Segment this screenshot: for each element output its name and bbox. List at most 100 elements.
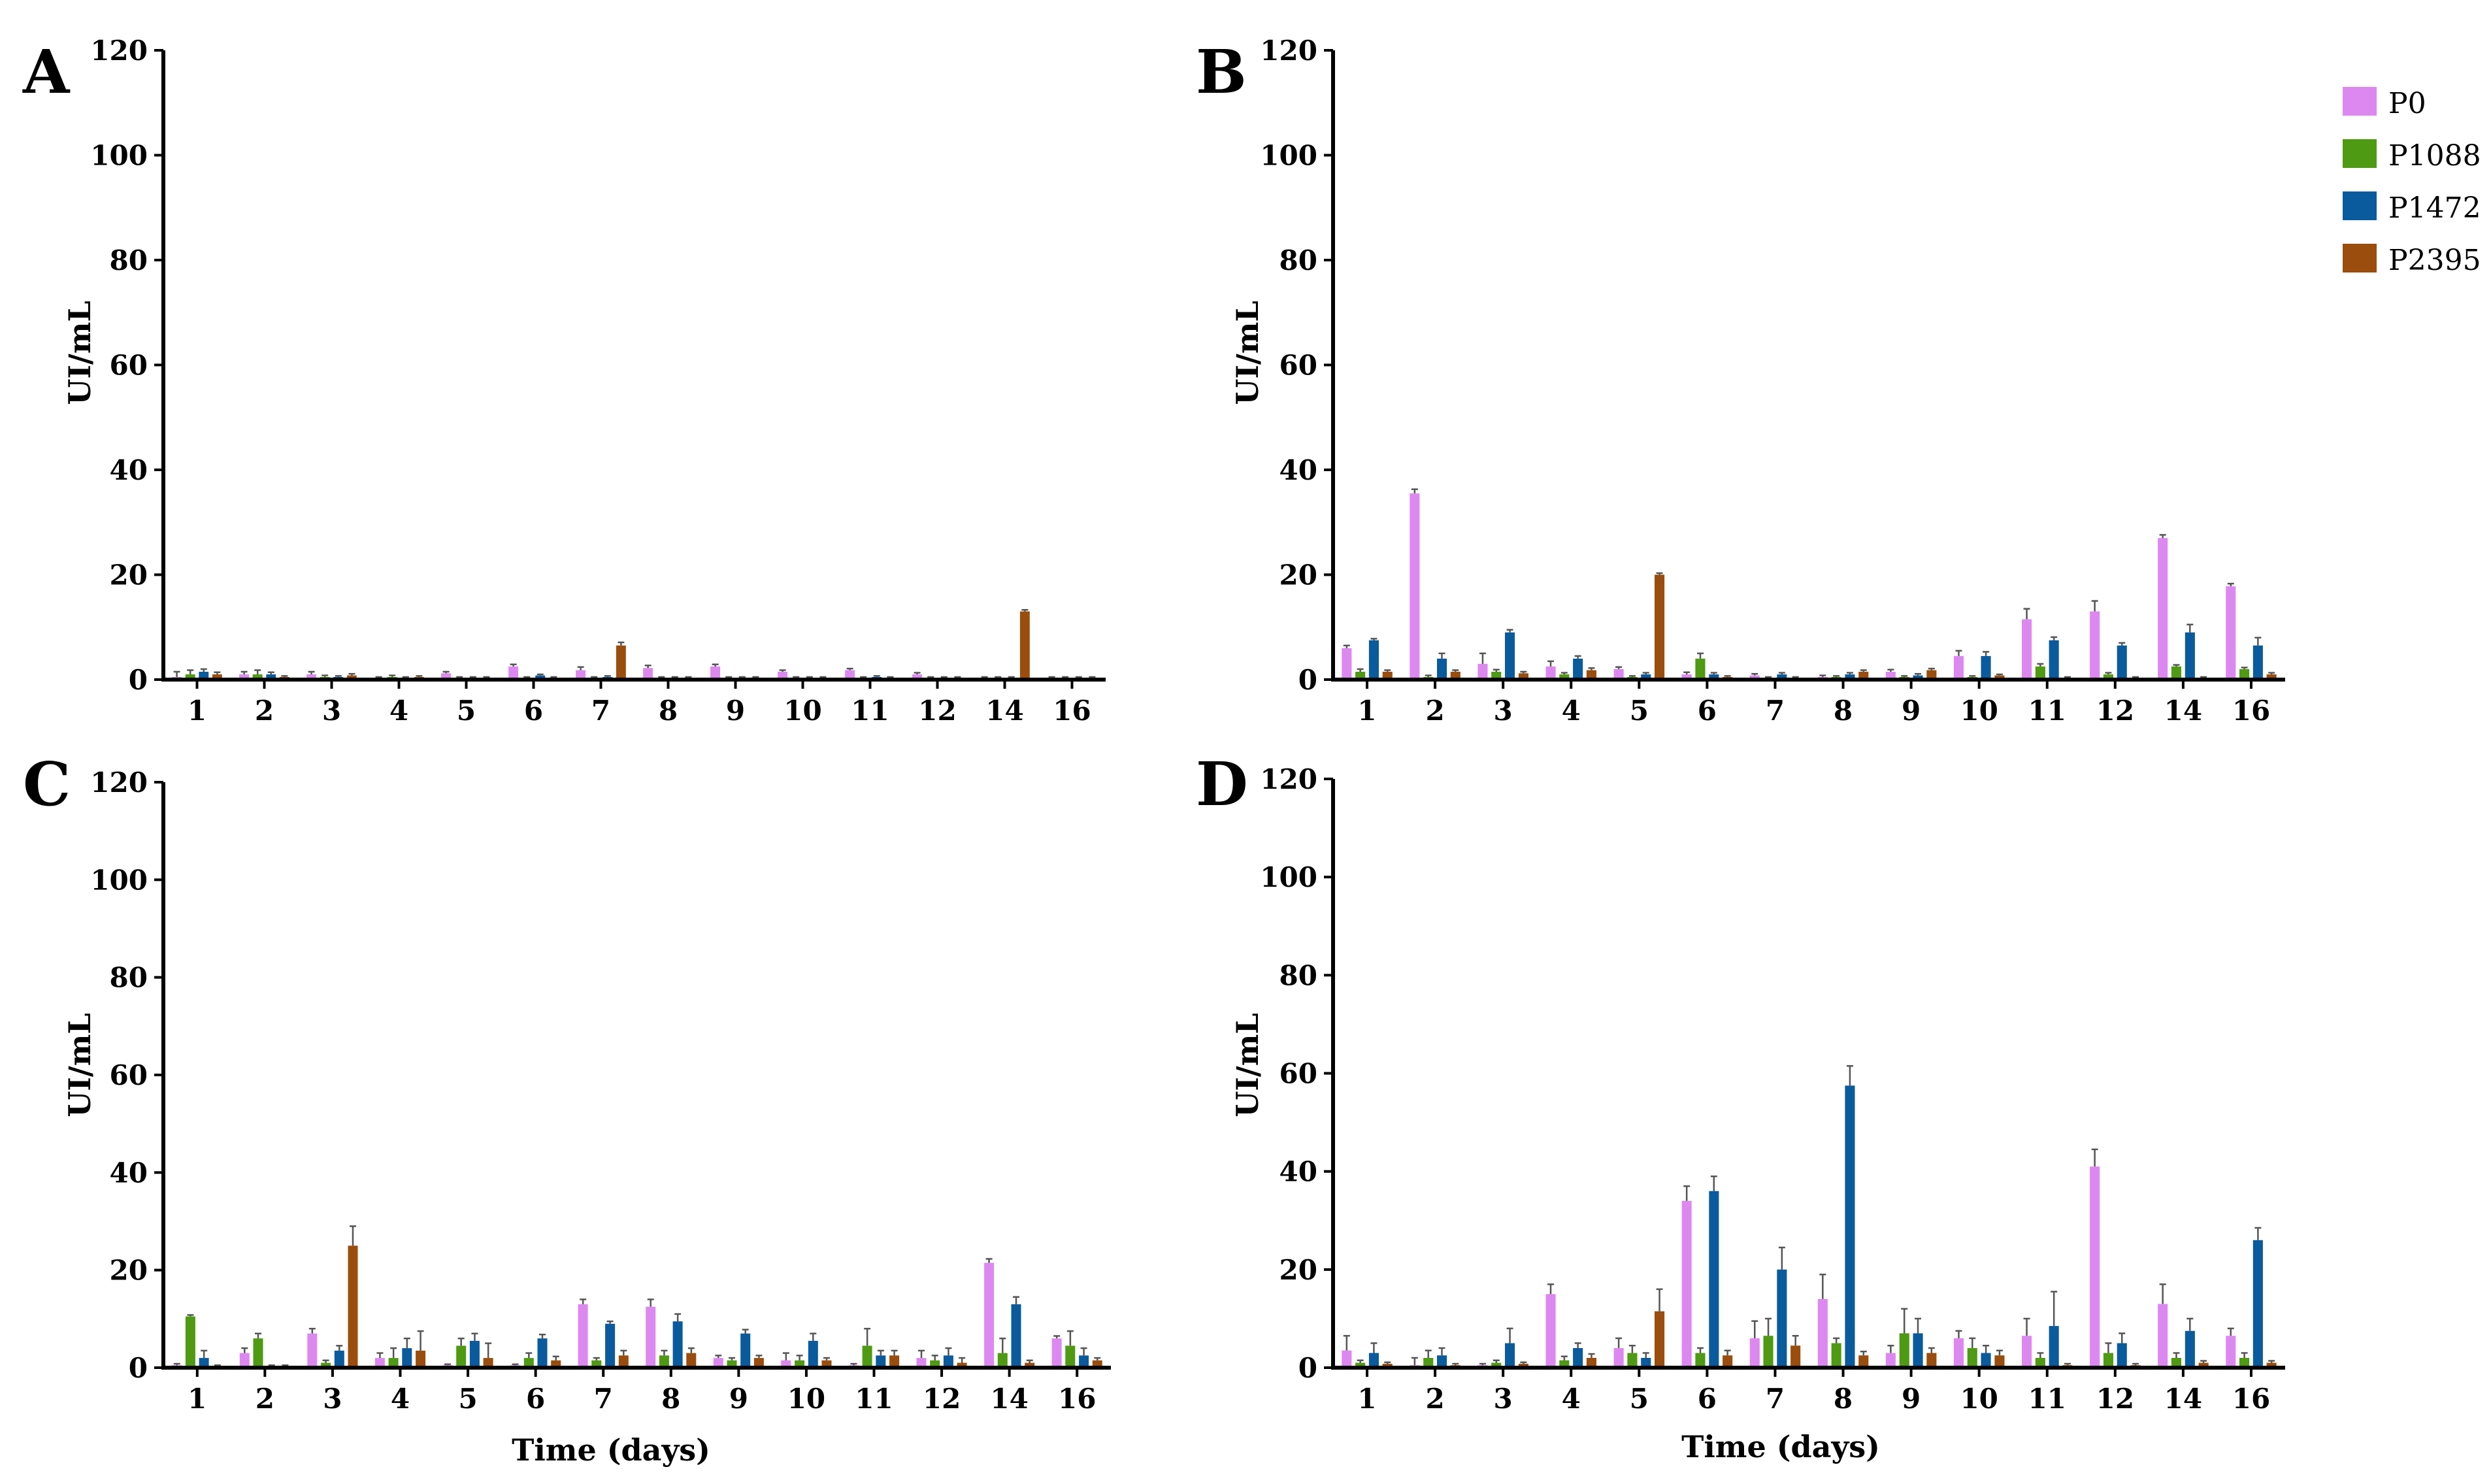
bar-c-p1088-day-11 (862, 1345, 872, 1368)
bar-a-p2395-day-3 (346, 675, 357, 680)
bar-d-p2395-day-4 (1586, 1358, 1596, 1368)
bar-d-p0-day-1 (1342, 1350, 1352, 1368)
x-tick-label-a-5: 5 (457, 695, 476, 727)
bar-c-p0-day-9 (713, 1358, 723, 1368)
bar-d-p1088-day-1 (1355, 1362, 1366, 1368)
x-tick-label-a-1: 1 (188, 695, 206, 727)
x-tick-label-b-9: 9 (1902, 695, 1921, 727)
bar-c-p2395-day-3 (348, 1245, 358, 1368)
bar-a-p1472-day-6 (535, 675, 546, 680)
bar-b-p1472-day-14 (2185, 632, 2195, 680)
legend-swatch-p0 (2343, 87, 2377, 116)
x-tick-label-c-7: 7 (594, 1383, 613, 1415)
bar-c-p2395-day-11 (889, 1355, 900, 1368)
bar-d-p1472-day-12 (2117, 1343, 2127, 1368)
bar-c-p1472-day-9 (740, 1333, 751, 1368)
x-tick-label-b-12: 12 (2096, 695, 2134, 727)
bar-b-p1472-day-5 (1641, 674, 1651, 680)
bar-c-p1472-day-5 (469, 1340, 480, 1368)
bar-d-p1472-day-8 (1845, 1085, 1855, 1368)
bar-d-p1472-day-14 (2185, 1330, 2195, 1368)
y-tick-label-c-100: 100 (90, 864, 148, 896)
bar-a-p1088-day-2 (252, 674, 263, 680)
bar-a-p2395-day-7 (616, 645, 626, 680)
bar-c-p1472-day-7 (605, 1323, 616, 1368)
y-tick-label-a-20: 20 (110, 559, 148, 591)
bar-b-p2395-day-5 (1655, 574, 1665, 680)
x-tick-label-c-14: 14 (990, 1383, 1028, 1415)
bar-a-p0-day-7 (576, 670, 586, 680)
x-tick-label-b-11: 11 (2028, 695, 2066, 727)
bar-c-p0-day-2 (239, 1353, 250, 1368)
x-tick-label-a-7: 7 (591, 695, 610, 727)
bar-d-p0-day-16 (2226, 1336, 2236, 1368)
bar-a-p0-day-2 (239, 674, 249, 680)
bar-c-p2395-day-7 (618, 1355, 629, 1368)
x-tick-label-d-11: 11 (2028, 1383, 2066, 1415)
bar-b-p0-day-1 (1342, 648, 1352, 680)
bar-b-p0-day-2 (1410, 493, 1420, 680)
bar-b-p1088-day-6 (1695, 658, 1706, 680)
bar-b-p1472-day-12 (2117, 645, 2127, 680)
bar-b-p0-day-14 (2158, 538, 2168, 680)
bar-c-p0-day-12 (916, 1358, 927, 1368)
y-tick-label-d-40: 40 (1279, 1156, 1317, 1188)
x-tick-label-b-16: 16 (2232, 695, 2270, 727)
bar-d-p2395-day-7 (1790, 1345, 1801, 1368)
bar-d-p1472-day-4 (1573, 1348, 1583, 1368)
bar-a-p0-day-11 (845, 670, 855, 680)
y-tick-label-c-80: 80 (110, 962, 148, 994)
x-tick-label-c-6: 6 (526, 1383, 545, 1415)
x-tick-label-c-9: 9 (729, 1383, 748, 1415)
y-axis-label-a: UI/mL (62, 301, 97, 404)
x-tick-label-a-8: 8 (659, 695, 678, 727)
y-tick-label-a-80: 80 (110, 244, 148, 276)
bar-d-p1472-day-5 (1641, 1358, 1651, 1368)
bar-c-p0-day-3 (307, 1333, 318, 1368)
bar-c-p1088-day-3 (321, 1362, 331, 1368)
bar-a-p0-day-12 (912, 674, 922, 680)
bar-d-p1088-day-6 (1695, 1353, 1706, 1368)
legend: P0 P1088 P1472 P2395 (2343, 87, 2481, 277)
x-tick-label-d-4: 4 (1562, 1383, 1581, 1415)
bar-c-p1472-day-8 (672, 1321, 683, 1368)
bar-d-p0-day-8 (1817, 1298, 1828, 1368)
y-tick-label-b-40: 40 (1279, 454, 1317, 486)
x-tick-label-b-14: 14 (2164, 695, 2202, 727)
x-tick-label-d-6: 6 (1698, 1383, 1717, 1415)
bar-c-p0-day-16 (1051, 1338, 1062, 1368)
bar-d-p1088-day-5 (1627, 1353, 1638, 1368)
bar-a-p1472-day-2 (266, 674, 276, 680)
x-tick-label-d-3: 3 (1494, 1383, 1513, 1415)
bar-b-p0-day-3 (1477, 663, 1488, 680)
bar-b-p1472-day-10 (1981, 655, 1991, 680)
y-tick-label-c-40: 40 (110, 1157, 148, 1189)
bar-c-p2395-day-8 (686, 1353, 697, 1368)
x-axis-label-c: Time (days) (512, 1432, 710, 1468)
y-axis-label-d: UI/mL (1230, 1013, 1265, 1117)
bar-d-p0-day-14 (2158, 1304, 2168, 1368)
y-tick-label-c-20: 20 (110, 1255, 148, 1287)
bar-c-p1088-day-6 (523, 1358, 534, 1368)
x-tick-label-a-14: 14 (985, 695, 1023, 727)
bar-d-p1472-day-7 (1777, 1269, 1787, 1368)
x-tick-label-a-11: 11 (851, 695, 889, 727)
bar-d-p0-day-11 (2022, 1336, 2032, 1368)
bar-d-p1088-day-12 (2103, 1353, 2113, 1368)
bar-b-p0-day-12 (2090, 611, 2100, 680)
bar-c-p1088-day-4 (388, 1358, 399, 1368)
bar-d-p2395-day-5 (1655, 1311, 1665, 1368)
x-tick-label-b-1: 1 (1357, 695, 1376, 727)
bar-d-p1088-day-3 (1491, 1362, 1502, 1368)
bar-c-p1088-day-1 (185, 1316, 195, 1368)
x-tick-label-c-2: 2 (256, 1383, 274, 1415)
bar-d-p2395-day-6 (1723, 1355, 1733, 1368)
panel-letter-d: D (1196, 749, 1248, 819)
x-tick-label-a-16: 16 (1053, 695, 1091, 727)
x-tick-label-c-5: 5 (458, 1383, 477, 1415)
bar-b-p1472-day-16 (2252, 645, 2263, 680)
x-tick-label-d-7: 7 (1766, 1383, 1785, 1415)
